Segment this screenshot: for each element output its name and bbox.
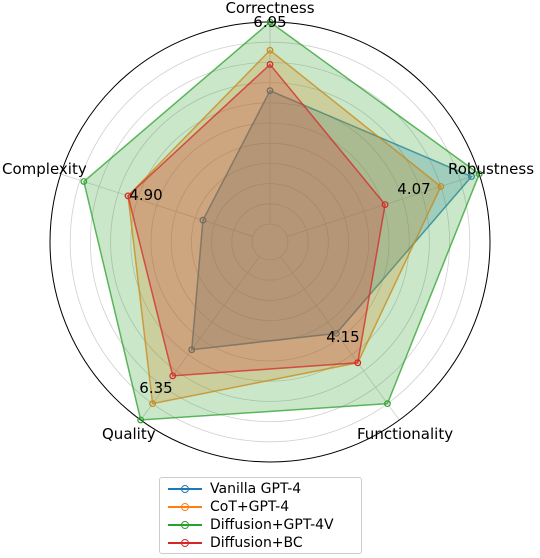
point-diffusion-gpt-4v-robustness bbox=[475, 170, 483, 178]
point-vanilla-gpt-4-robustness bbox=[468, 173, 475, 180]
point-diffusion-bc-robustness bbox=[381, 201, 389, 209]
axis-label-complexity: Complexity bbox=[2, 160, 87, 178]
legend-item-diffusion-bc: Diffusion+BC bbox=[168, 534, 353, 552]
max-label-functionality: 4.15 bbox=[326, 328, 359, 346]
spoke-quality bbox=[140, 256, 260, 421]
point-cot-gpt-4-correctness bbox=[266, 46, 274, 54]
point-diffusion-bc-functionality bbox=[354, 359, 362, 367]
point-diffusion-bc-quality bbox=[169, 372, 177, 380]
point-vanilla-gpt-4-quality bbox=[188, 346, 196, 354]
point-vanilla-gpt-4-correctness bbox=[266, 87, 274, 95]
legend-swatch-diffusion-bc bbox=[168, 537, 202, 549]
max-label-quality: 6.35 bbox=[139, 379, 172, 397]
legend-item-cot-gpt4: CoT+GPT-4 bbox=[168, 498, 353, 516]
legend-item-vanilla-gpt4: Vanilla GPT-4 bbox=[168, 480, 353, 498]
point-cot-gpt-4-quality bbox=[149, 400, 156, 408]
max-label-correctness: 6.95 bbox=[253, 13, 286, 31]
axis-label-robustness: Robustness bbox=[448, 160, 534, 178]
max-label-complexity: 4.90 bbox=[129, 186, 162, 204]
chart-legend: Vanilla GPT-4 CoT+GPT-4 Diffusion+GPT-4V… bbox=[159, 477, 362, 554]
series-area-diffusion-gpt-4v bbox=[82, 21, 481, 421]
axis-label-functionality: Functionality bbox=[357, 425, 453, 443]
radar-spokes bbox=[60, 22, 480, 421]
series-area-cot-gpt-4 bbox=[127, 49, 442, 405]
axis-label-quality: Quality bbox=[102, 425, 156, 443]
point-diffusion-gpt-4v-complexity bbox=[80, 178, 88, 185]
legend-swatch-cot-gpt4 bbox=[168, 501, 202, 513]
spoke-robustness bbox=[286, 173, 480, 237]
point-diffusion-bc-correctness bbox=[266, 61, 274, 68]
legend-label-cot-gpt4: CoT+GPT-4 bbox=[210, 499, 290, 515]
point-diffusion-bc-complexity bbox=[124, 192, 132, 200]
series-area-diffusion-bc bbox=[127, 63, 386, 377]
legend-label-diffusion-bc: Diffusion+BC bbox=[210, 535, 303, 551]
spoke-functionality bbox=[280, 256, 400, 421]
radar-series-layer bbox=[80, 18, 483, 424]
point-diffusion-gpt-4v-quality bbox=[137, 416, 145, 424]
spoke-complexity bbox=[60, 173, 254, 237]
point-vanilla-gpt-4-complexity bbox=[199, 216, 207, 224]
point-vanilla-gpt-4-functionality bbox=[332, 329, 340, 337]
point-diffusion-gpt-4v-functionality bbox=[384, 400, 391, 408]
legend-item-diffusion-gpt4v: Diffusion+GPT-4V bbox=[168, 516, 353, 534]
legend-swatch-vanilla-gpt4 bbox=[168, 483, 202, 495]
point-diffusion-gpt-4v-correctness bbox=[266, 18, 274, 26]
legend-label-diffusion-gpt4v: Diffusion+GPT-4V bbox=[210, 517, 334, 533]
axis-label-correctness: Correctness bbox=[225, 0, 314, 17]
legend-swatch-diffusion-gpt4v bbox=[168, 519, 202, 531]
radar-chart: Correctness Robustness Functionality Qua… bbox=[2, 0, 534, 463]
max-label-robustness: 4.07 bbox=[397, 180, 430, 198]
legend-label-vanilla-gpt4: Vanilla GPT-4 bbox=[210, 481, 302, 497]
point-cot-gpt-4-robustness bbox=[437, 183, 445, 190]
